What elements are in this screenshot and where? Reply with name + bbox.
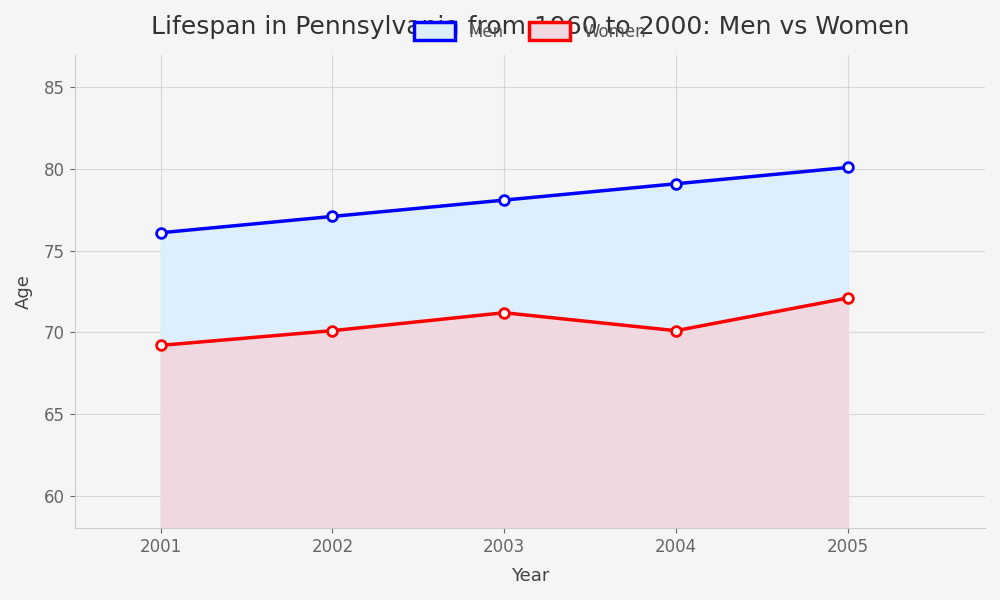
Title: Lifespan in Pennsylvania from 1960 to 2000: Men vs Women: Lifespan in Pennsylvania from 1960 to 20… [151,15,909,39]
Legend: Men, Women: Men, Women [407,16,653,47]
X-axis label: Year: Year [511,567,549,585]
Y-axis label: Age: Age [15,274,33,309]
